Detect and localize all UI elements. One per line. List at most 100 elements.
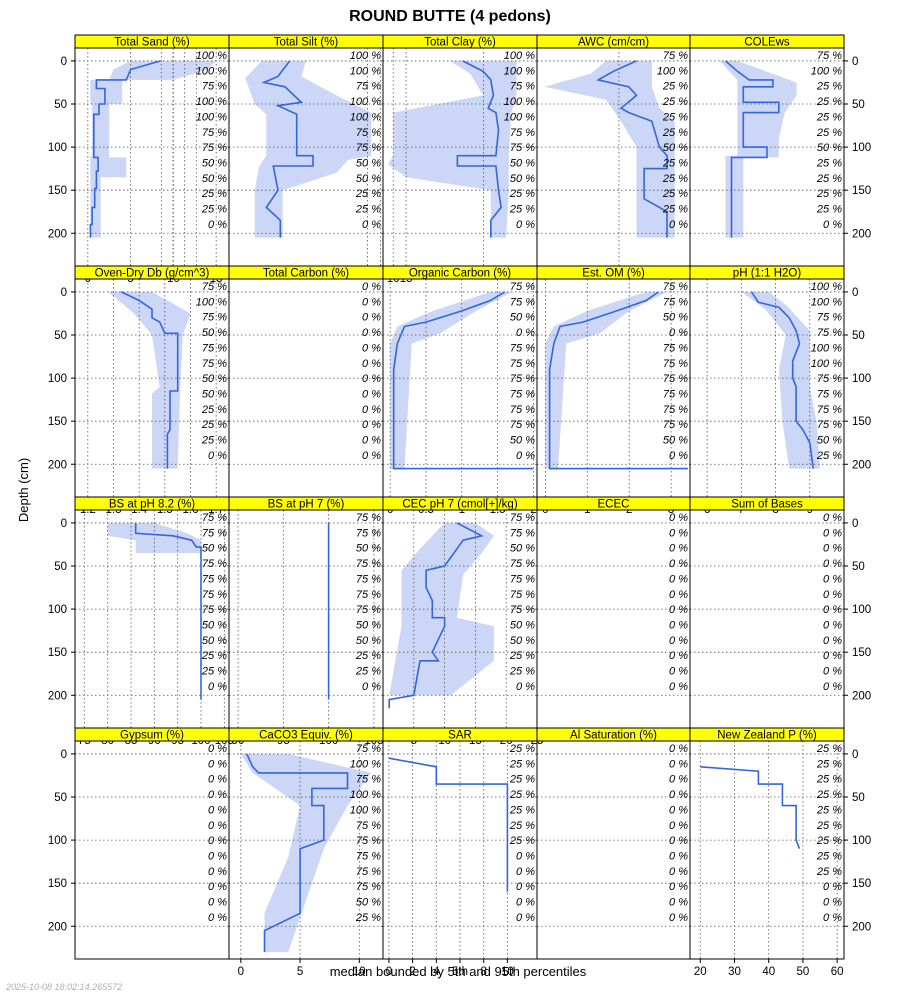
contributing-fraction-label: 75 % xyxy=(510,419,535,431)
panel-title: Total Carbon (%) xyxy=(263,268,349,280)
depth-tick-label-left: 50 xyxy=(54,792,67,804)
panel-3-1: CaCO3 Equiv. (%)75 %100 %75 %100 %100 %7… xyxy=(228,727,384,978)
contributing-fraction-label: 25 % xyxy=(355,650,381,662)
panel-2-4: Sum of Bases 0 % 0 % 0 % 0 % 0 % 0 % 0 % 0 % 0 % 0… xyxy=(689,496,845,729)
contributing-fraction-label: 25 % xyxy=(201,666,227,678)
contributing-fraction-label: 100 % xyxy=(504,111,535,123)
depth-tick-label-right: 200 xyxy=(852,459,871,471)
contributing-fraction-label: 50 % xyxy=(356,897,381,909)
x-axis-caption: median bounded by 5th and 95th percentil… xyxy=(330,964,587,979)
contributing-fraction-label: 0 % xyxy=(208,850,227,862)
contributing-fraction-label: 0 % xyxy=(516,681,535,693)
depth-tick-label-left: 50 xyxy=(54,561,67,573)
contributing-fraction-label: 75 % xyxy=(663,373,688,385)
contributing-fraction-label: 25 % xyxy=(662,173,688,185)
contributing-fraction-label: 25 % xyxy=(816,81,842,93)
contributing-fraction-label: 0 % xyxy=(362,312,381,324)
contributing-fraction-label: 75 % xyxy=(817,50,842,62)
contributing-fraction-label: 100 % xyxy=(196,50,227,62)
contributing-fraction-label: 0 % xyxy=(669,835,688,847)
contributing-fraction-label: 50 % xyxy=(356,635,381,647)
contributing-fraction-label: 25 % xyxy=(509,774,535,786)
contributing-fraction-label: 0 % xyxy=(669,558,688,570)
contributing-fraction-label: 0 % xyxy=(516,881,535,893)
contributing-fraction-label: 0 % xyxy=(823,512,842,524)
panel-0-3: AWC (cm/cm) 75 % 100 % 25 % 25 % 25 % 25 % 50 %… xyxy=(483,34,691,267)
contributing-fraction-label: 25 % xyxy=(662,127,688,139)
depth-tick-label-right: 200 xyxy=(852,690,871,702)
median-line xyxy=(700,766,801,849)
contributing-fraction-label: 25 % xyxy=(816,157,842,169)
contributing-fraction-label: 0 % xyxy=(669,681,688,693)
x-tick-label: 10 xyxy=(501,966,514,978)
x-tick-label: 0 xyxy=(238,966,244,978)
contributing-fraction-label: 75 % xyxy=(356,850,381,862)
contributing-fraction-label: 0 % xyxy=(823,897,842,909)
depth-tick-label-left: 200 xyxy=(48,690,67,702)
contributing-fraction-label: 100 % xyxy=(811,65,842,77)
contributing-fraction-label: 0 % xyxy=(362,435,381,447)
contributing-fraction-label: 75 % xyxy=(510,81,535,93)
contributing-fraction-label: 0 % xyxy=(823,635,842,647)
depth-tick-label-right: 200 xyxy=(852,921,871,933)
contributing-fraction-label: 0 % xyxy=(362,296,381,308)
contributing-fraction-label: 75 % xyxy=(510,512,535,524)
contributing-fraction-label: 75 % xyxy=(663,296,688,308)
contributing-fraction-label: 25 % xyxy=(662,96,688,108)
contributing-fraction-label: 50 % xyxy=(202,635,227,647)
contributing-fraction-label: 25 % xyxy=(509,666,535,678)
contributing-fraction-label: 75 % xyxy=(202,81,227,93)
contributing-fraction-label: 75 % xyxy=(663,388,688,400)
panel-title: CEC pH 7 (cmol[+]/kg) xyxy=(402,499,518,511)
contributing-fraction-label: 50 % xyxy=(356,619,381,631)
contributing-fraction-label: 50 % xyxy=(356,173,381,185)
contributing-fraction-label: 100 % xyxy=(504,50,535,62)
contributing-fraction-label: 25 % xyxy=(816,743,842,755)
panel-0-4: COLEws 75 % 100 % 25 % 25 % 25 % 25 % 50 % 25 % 2… xyxy=(618,34,845,267)
contributing-fraction-label: 75 % xyxy=(663,50,688,62)
contributing-fraction-label: 50 % xyxy=(202,543,227,555)
panel-1-0: Oven-Dry Db (g/cm^3)75 %100 %75 %50 %75 … xyxy=(74,265,230,516)
x-tick-label: 10 xyxy=(353,966,366,978)
contributing-fraction-label: 75 % xyxy=(510,358,535,370)
contributing-fraction-label: 0 % xyxy=(669,650,688,662)
panel-3-0: Gypsum (%) 0 % 0 % 0 % 0 % 0 % 0 % 0 % 0 % 0 % 0 %… xyxy=(74,727,230,960)
contributing-fraction-label: 50 % xyxy=(356,543,381,555)
x-tick-label: 30 xyxy=(728,966,741,978)
contributing-fraction-label: 0 % xyxy=(208,219,227,231)
median-line xyxy=(392,291,534,470)
contributing-fraction-label: 0 % xyxy=(823,650,842,662)
contributing-fraction-label: 0 % xyxy=(208,743,227,755)
depth-tick-label-left: 200 xyxy=(48,228,67,240)
contributing-fraction-label: 50 % xyxy=(510,435,535,447)
contributing-fraction-label: 50 % xyxy=(510,619,535,631)
contributing-fraction-label: 25 % xyxy=(355,912,381,924)
contributing-fraction-label: 0 % xyxy=(669,666,688,678)
contributing-fraction-label: 100 % xyxy=(350,50,381,62)
contributing-fraction-label: 25 % xyxy=(816,835,842,847)
median-line xyxy=(724,60,780,238)
contributing-fraction-label: 75 % xyxy=(510,373,535,385)
contributing-fraction-label: 0 % xyxy=(208,897,227,909)
contributing-fraction-label: 75 % xyxy=(510,388,535,400)
contributing-fraction-label: 75 % xyxy=(202,604,227,616)
contributing-fraction-label: 0 % xyxy=(669,604,688,616)
depth-tick-label-right: 100 xyxy=(852,835,871,847)
depth-tick-label-left: 150 xyxy=(48,185,67,197)
depth-tick-label-right: 0 xyxy=(852,518,858,530)
median-line xyxy=(89,60,161,238)
depth-tick-label-right: 150 xyxy=(852,647,871,659)
depth-tick-label-left: 100 xyxy=(48,373,67,385)
x-tick-label: 50 xyxy=(797,966,810,978)
contributing-fraction-label: 75 % xyxy=(356,604,381,616)
median-line xyxy=(750,291,814,469)
contributing-fraction-label: 75 % xyxy=(510,558,535,570)
panel-grid: Total Sand (%)100 %100 %75 %100 %100 %75… xyxy=(48,34,871,978)
panel-title: Total Sand (%) xyxy=(114,37,190,49)
median-line xyxy=(595,60,668,238)
panel-2-1: BS at pH 7 (%) 75 % 75 % 50 % 75 % 75 % 75 % 75… xyxy=(228,496,384,747)
contributing-fraction-label: 25 % xyxy=(816,173,842,185)
contributing-fraction-label: 75 % xyxy=(663,342,688,354)
contributing-fraction-label: 75 % xyxy=(356,820,381,832)
